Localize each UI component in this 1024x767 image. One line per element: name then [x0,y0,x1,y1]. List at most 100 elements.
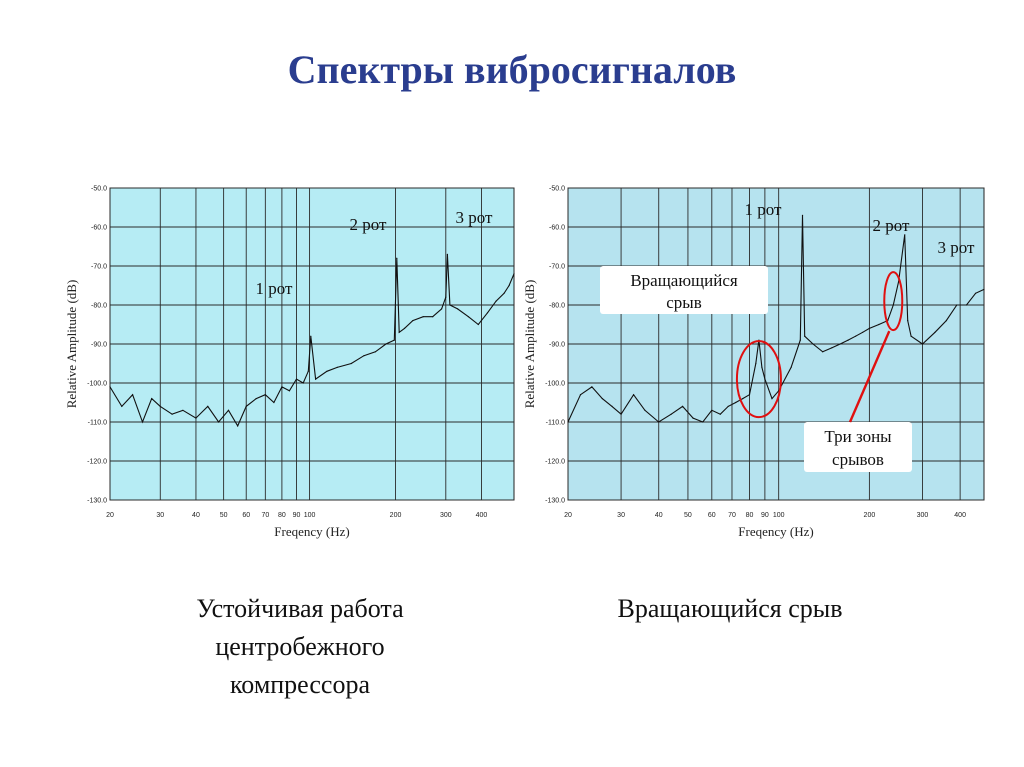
peak-annotation-label: 3 рот [456,208,494,227]
data-point [965,304,968,306]
data-point [742,398,744,400]
x-tick-label: 400 [476,512,488,519]
spectrum-chart-stable: -50.0 -60.0 -70.0 -80.0 -90.0 -100.0 -110.0 -12… [64,186,515,539]
data-point [288,390,291,392]
x-tick-label: 70 [261,512,269,519]
y-tick-label: -110.0 [546,420,565,427]
data-point [302,382,304,384]
y-tick-label: -120.0 [545,459,565,466]
x-tick-label: 400 [954,512,966,519]
data-point [670,413,672,415]
data-point [132,394,134,396]
x-tick-label: 100 [304,512,316,519]
x-tick-label: 60 [242,512,250,519]
y-tick-label: -120.0 [87,459,107,466]
peak-annotation-label: срывов [832,450,884,469]
x-tick-label: 50 [684,512,692,519]
data-point [495,300,497,302]
data-point [363,355,365,357]
data-point [336,366,338,368]
data-point [513,273,515,275]
x-axis-label: Freqency (Hz) [274,524,349,539]
stall-zones-label-background [804,422,912,472]
x-tick-label: 200 [864,512,876,519]
data-point [182,409,184,411]
data-point [307,370,309,372]
data-point [974,292,977,294]
data-point [255,398,257,400]
y-tick-label: -100.0 [545,381,565,388]
data-point [910,335,912,337]
data-point [601,398,603,400]
data-point [446,253,449,255]
x-tick-label: 60 [708,512,716,519]
x-tick-label: 40 [655,512,663,519]
data-point [748,394,751,396]
data-point [878,323,880,326]
y-tick-label: -60.0 [91,225,107,232]
data-point [467,316,470,318]
y-tick-label: -90.0 [549,342,565,349]
data-point [326,370,328,372]
x-tick-label: 300 [917,512,929,519]
data-point [799,339,801,341]
data-point [855,335,857,337]
data-point [385,343,387,345]
data-point [151,398,153,400]
x-axis-label: Freqency (Hz) [738,524,813,539]
peak-annotation-label: Три зоны [824,427,892,446]
data-point [801,214,804,216]
page-title: Спектры вибросигналов [287,47,737,92]
y-tick-label: -70.0 [549,264,565,271]
data-point [702,421,704,423]
x-tick-label: 80 [278,512,286,519]
caption-rotating-stall: Вращающийся срыв [560,590,900,628]
y-axis-label: Relative Amplitude (dB) [522,280,537,409]
y-tick-label: -50.0 [549,186,565,193]
spectrum-chart-rotating-stall: -50.0 -60.0 -70.0 -80.0 -90.0 -100.0 -110.0 -12… [522,186,985,539]
data-point [719,413,721,415]
data-point [171,413,173,415]
data-point [983,288,985,290]
y-tick-label: -130.0 [545,498,565,505]
data-point [350,362,352,365]
caption-stable-operation: Устойчивая работа центробежного компресс… [120,590,480,704]
data-point [804,335,806,337]
x-tick-label: 300 [440,512,452,519]
x-tick-label: 20 [564,512,572,519]
data-point [790,366,792,368]
data-point [295,378,298,380]
x-tick-label: 20 [106,512,114,519]
data-point [711,409,713,411]
y-tick-label: -60.0 [549,225,565,232]
data-point [445,296,447,298]
data-point [432,316,434,318]
data-point [934,331,936,333]
x-tick-label: 80 [746,512,754,519]
data-point [632,394,635,396]
data-point [579,394,582,396]
x-tick-label: 30 [156,512,164,519]
caption-line: компрессора [230,670,370,699]
data-point [611,405,613,407]
data-point [822,351,824,353]
y-tick-label: -130.0 [87,498,107,505]
x-tick-label: 40 [192,512,200,519]
annotation-arrow [848,330,891,423]
caption-line: центробежного [215,632,385,661]
data-point [508,284,510,287]
data-point [477,323,479,326]
data-point [735,401,737,404]
data-point [644,409,646,411]
peak-annotation-label: 3 рот [938,238,976,257]
x-tick-label: 200 [390,512,402,519]
data-point [486,312,489,314]
y-tick-label: -70.0 [91,264,107,271]
peak-annotation-label: 1 рот [256,279,294,298]
peak-annotation-label: срыв [666,293,702,312]
data-point [217,421,220,423]
data-point [658,421,660,423]
data-point [121,405,123,407]
y-tick-label: -110.0 [88,420,107,427]
y-axis-label: Relative Amplitude (dB) [64,280,79,409]
